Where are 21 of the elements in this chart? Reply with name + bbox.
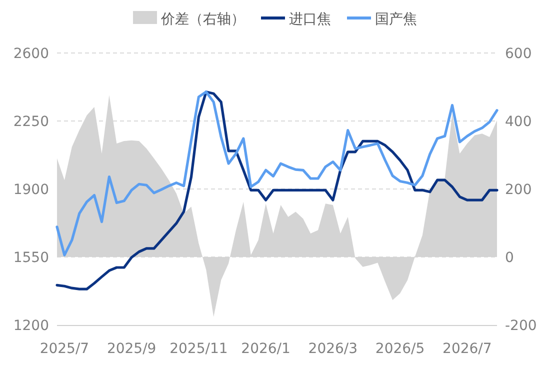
y-tick-label: 1900 bbox=[13, 182, 49, 198]
x-tick-label: 2025/9 bbox=[106, 341, 156, 357]
y2-tick-label: -200 bbox=[505, 318, 537, 334]
x-tick-label: 2026/5 bbox=[375, 341, 425, 357]
line-series bbox=[56, 90, 498, 256]
x-tick-label: 2025/7 bbox=[40, 341, 90, 357]
y2-tick-label: 0 bbox=[505, 250, 514, 266]
y-tick-label: 2600 bbox=[13, 46, 49, 62]
y-tick-label: 1550 bbox=[13, 250, 49, 266]
x-tick-label: 2025/11 bbox=[170, 341, 228, 357]
x-tick-label: 2026/7 bbox=[442, 341, 492, 357]
x-tick-label: 2026/3 bbox=[308, 341, 358, 357]
legend-label: 国产焦 bbox=[375, 12, 417, 28]
legend-label: 价差（右轴） bbox=[160, 12, 245, 28]
y2-tick-label: 600 bbox=[505, 46, 532, 62]
y-tick-label: 2250 bbox=[13, 114, 49, 130]
y2-tick-label: 200 bbox=[505, 182, 532, 198]
y2-tick-label: 400 bbox=[505, 114, 532, 130]
y-tick-label: 1200 bbox=[13, 318, 49, 334]
x-tick-label: 2026/1 bbox=[241, 341, 290, 357]
legend-label: 进口焦 bbox=[289, 12, 331, 28]
